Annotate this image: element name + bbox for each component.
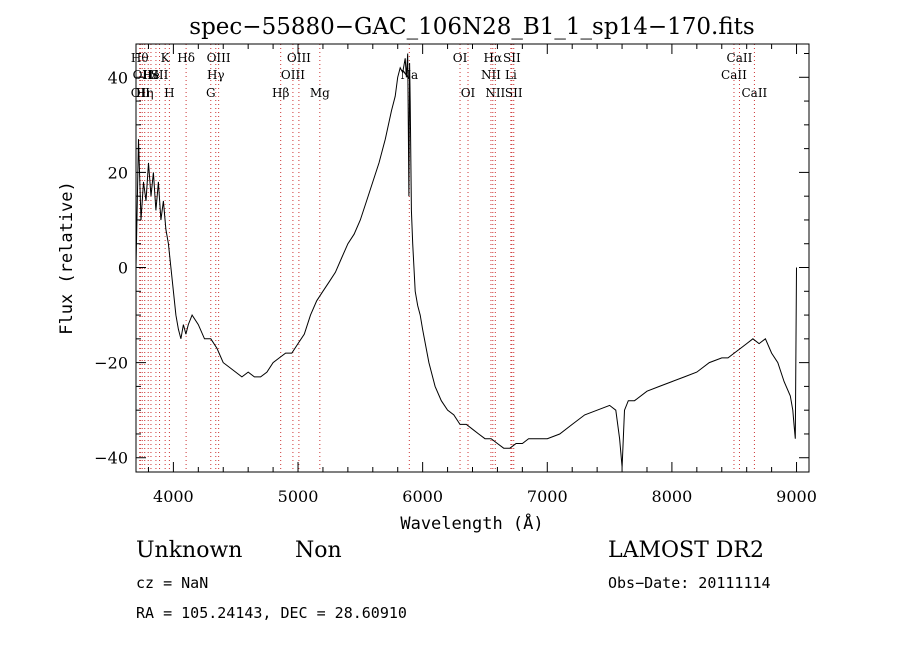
observation-date: Obs−Date: 20111114	[608, 574, 771, 592]
spectral-line-label: SII	[505, 86, 523, 100]
y-tick-labels: −40 −20 0 20 40	[94, 68, 128, 467]
x-tick-label: 8000	[652, 487, 693, 506]
spectral-line-label: Hθ	[131, 51, 149, 65]
data-release: LAMOST DR2	[608, 538, 764, 563]
spectral-line-label: Mg	[310, 86, 330, 100]
x-tick-label: 7000	[527, 487, 568, 506]
x-tick-label: 9000	[776, 487, 817, 506]
chart-title: spec−55880−GAC_106N28_B1_1_sp14−170.fits	[189, 14, 754, 40]
spectral-line-label: Hα	[484, 51, 503, 65]
spectral-line-label: OI	[461, 86, 476, 100]
y-axis-label: Flux (relative)	[57, 181, 77, 335]
spectral-line-label: SII	[151, 68, 169, 82]
plot-frame	[135, 43, 810, 473]
x-tick-label: 6000	[402, 487, 443, 506]
x-tick-label: 4000	[153, 487, 194, 506]
spectral-line-label: OIII	[287, 51, 311, 65]
spectral-line-label: NII	[485, 86, 505, 100]
spectral-line-label: CaII	[727, 51, 753, 65]
y-tick-label: 40	[108, 68, 128, 87]
spectral-line-label: CaII	[721, 68, 747, 82]
coordinates: RA = 105.24143, DEC = 28.60910	[136, 604, 407, 622]
y-tick-label: 20	[108, 163, 128, 182]
redshift-value: cz = NaN	[136, 574, 209, 592]
spectral-line-label: CaII	[741, 86, 767, 100]
spectral-line-label: OII	[133, 68, 153, 82]
spectrum-line	[135, 53, 797, 468]
spectral-line-label: H	[143, 68, 153, 82]
spectral-line-label: He	[142, 68, 160, 82]
object-subclass: Non	[295, 538, 342, 563]
spectral-line-label: Li	[505, 68, 517, 82]
spectral-line-markers	[139, 44, 755, 472]
spectral-line-label: NII	[481, 68, 501, 82]
spectral-line-label: OIII	[281, 68, 305, 82]
x-tick-label: 5000	[278, 487, 319, 506]
spectral-line-label: Hβ	[272, 86, 289, 100]
axis-ticks	[136, 44, 809, 472]
object-class: Unknown	[136, 538, 243, 563]
y-tick-label: −40	[94, 449, 128, 468]
spectral-line-label: Hη	[136, 86, 154, 100]
y-tick-label: 0	[118, 259, 128, 278]
spectral-line-label: I	[154, 68, 159, 82]
spectral-line-labels: HθOIIOIIHηHHeISIIKHHδGHγOIIIHβOIIIOIIIMg…	[131, 51, 768, 100]
spectral-line-label: SII	[503, 51, 521, 65]
x-axis-label: Wavelength (Å)	[400, 512, 543, 534]
spectral-line-label: H	[164, 86, 174, 100]
y-tick-label: −20	[94, 354, 128, 373]
spectral-line-label: OIII	[207, 51, 231, 65]
spectral-line-label: OI	[453, 51, 468, 65]
spectral-line-label: Hγ	[207, 68, 225, 82]
spectral-line-label: K	[161, 51, 171, 65]
x-tick-labels: 4000 5000 6000 7000 8000 9000	[153, 487, 817, 506]
spectral-line-label: G	[206, 86, 216, 100]
spectral-line-label: Hδ	[177, 51, 195, 65]
